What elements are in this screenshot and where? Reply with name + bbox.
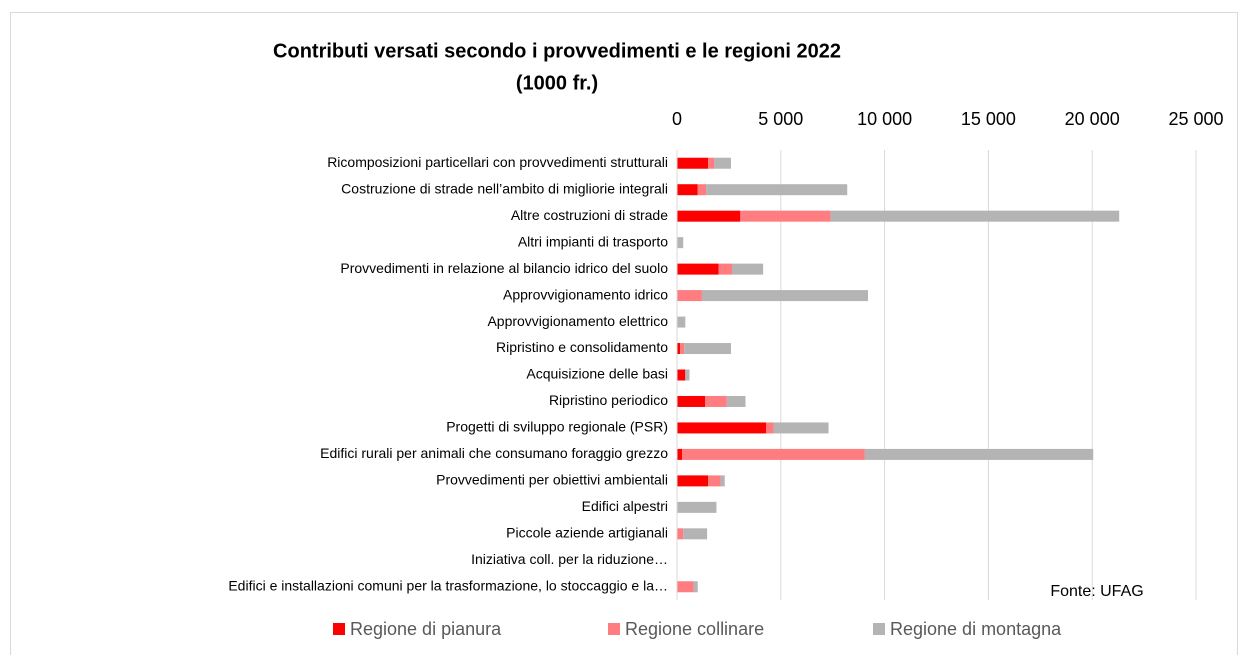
bar-segment	[680, 343, 685, 355]
bar-segment	[677, 263, 719, 275]
y-tick-label: Edifici e installazioni comuni per la tr…	[228, 577, 668, 593]
legend-swatch	[608, 623, 620, 635]
y-tick-label: Acquisizione delle basi	[526, 366, 668, 382]
bar-segment	[677, 290, 702, 302]
chart-subtitle: (1000 fr.)	[516, 72, 598, 94]
x-tick-label: 20 000	[1065, 109, 1120, 129]
bar-segment	[682, 448, 865, 460]
y-tick-label: Progetti di sviluppo regionale (PSR)	[446, 419, 668, 435]
bar-segment	[677, 343, 681, 355]
bar-segment	[677, 157, 709, 169]
bar-segment	[726, 395, 746, 407]
bar-segment	[766, 422, 774, 434]
bar-segment	[720, 475, 725, 487]
bar-segment	[708, 475, 721, 487]
bar-segment	[685, 369, 690, 381]
legend-label: Regione collinare	[625, 619, 764, 639]
bar-segment	[708, 157, 715, 169]
legend-label: Regione di pianura	[350, 619, 502, 639]
source-note: Fonte: UFAG	[1050, 583, 1143, 600]
legend-label: Regione di montagna	[890, 619, 1062, 639]
bar-segment	[732, 263, 764, 275]
bar-segment	[683, 528, 708, 540]
x-tick-label: 0	[672, 109, 682, 129]
legend-swatch	[873, 623, 885, 635]
legend-swatch	[333, 623, 345, 635]
bar-segment	[677, 369, 686, 381]
bar-segment	[740, 210, 831, 222]
chart-title: Contributi versati secondo i provvedimen…	[273, 40, 841, 62]
y-tick-label: Ricomposizioni particellari con provvedi…	[327, 154, 668, 170]
bar-segment	[706, 184, 848, 196]
bar-segment	[677, 581, 694, 593]
y-tick-label: Edifici alpestri	[582, 498, 668, 514]
bar-segment	[677, 422, 767, 434]
bar-segment	[864, 448, 1094, 460]
bar-segment	[718, 263, 733, 275]
bar-segment	[684, 343, 731, 355]
x-tick-label: 25 000	[1168, 109, 1223, 129]
bar-segment	[705, 395, 727, 407]
y-tick-label: Approvvigionamento elettrico	[487, 313, 668, 329]
x-tick-label: 15 000	[961, 109, 1016, 129]
y-tick-label: Provvedimenti in relazione al bilancio i…	[340, 260, 668, 276]
bar-segment	[677, 501, 717, 513]
x-tick-label: 5 000	[758, 109, 803, 129]
bar-segment	[773, 422, 829, 434]
bar-segment	[677, 237, 684, 249]
y-tick-label: Altre costruzioni di strade	[511, 207, 668, 223]
bar-segment	[677, 184, 698, 196]
y-tick-label: Iniziativa coll. per la riduzione…	[471, 551, 668, 567]
bar-segment	[677, 395, 706, 407]
chart-frame	[10, 12, 1238, 655]
y-tick-label: Altri impianti di trasporto	[518, 233, 668, 249]
y-tick-label: Costruzione di strade nell’ambito di mig…	[341, 180, 668, 196]
bar-segment	[677, 448, 683, 460]
bar-segment	[697, 184, 707, 196]
bar-segment	[701, 290, 868, 302]
y-tick-label: Approvvigionamento idrico	[503, 286, 668, 302]
y-tick-label: Ripristino periodico	[549, 392, 668, 408]
bar-segment	[693, 581, 698, 593]
y-tick-label: Ripristino e consolidamento	[496, 339, 668, 355]
x-tick-label: 10 000	[857, 109, 912, 129]
bar-segment	[714, 157, 731, 169]
y-tick-label: Edifici rurali per animali che consumano…	[320, 445, 668, 461]
bar-segment	[677, 210, 741, 222]
bar-segment	[677, 475, 709, 487]
bar-segment	[830, 210, 1120, 222]
bar-segment	[677, 528, 684, 540]
y-tick-label: Provvedimenti per obiettivi ambientali	[436, 472, 668, 488]
bar-segment	[677, 316, 686, 328]
y-tick-label: Piccole aziende artigianali	[506, 525, 668, 541]
